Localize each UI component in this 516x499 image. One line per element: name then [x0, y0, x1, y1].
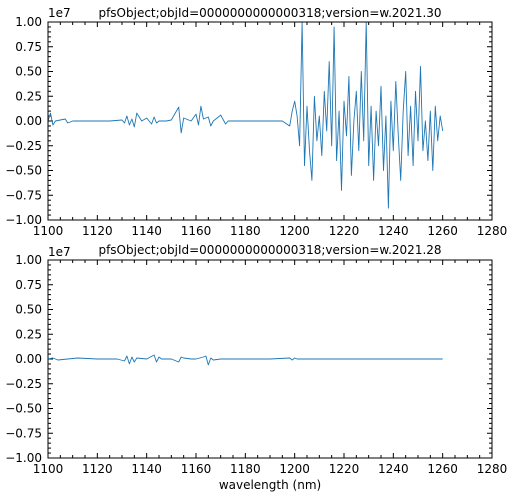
x-tick-label: 1260 — [427, 224, 458, 238]
series-line — [47, 354, 443, 366]
panel-top: pfsObject;objId=0000000000000318;version… — [5, 6, 507, 238]
y-scale-offset: 1e7 — [48, 245, 71, 259]
y-tick-label: 0.50 — [15, 303, 42, 317]
x-tick-label: 1220 — [329, 462, 360, 476]
y-tick-label: −1.00 — [5, 451, 42, 465]
chart-title: pfsObject;objId=0000000000000318;version… — [98, 6, 441, 20]
x-tick-label: 1280 — [477, 462, 508, 476]
y-tick-label: −0.50 — [5, 402, 42, 416]
y-tick-label: 1.00 — [15, 253, 42, 267]
x-tick-label: 1140 — [131, 224, 162, 238]
y-axis-ticks: −1.00 −0.75 −0.50 −0.25 0.00 0.25 0.50 0.75 1.00 — [5, 15, 492, 227]
y-tick-label: −0.25 — [5, 377, 42, 391]
x-tick-label: 1160 — [181, 462, 212, 476]
series-line — [47, 21, 444, 209]
x-tick-label: 1240 — [378, 462, 409, 476]
axes-frame — [47, 259, 493, 459]
y-tick-label: 0.00 — [15, 114, 42, 128]
x-axis-label: wavelength (nm) — [219, 478, 321, 492]
x-tick-label: 1120 — [82, 224, 113, 238]
y-tick-label: 0.50 — [15, 65, 42, 79]
x-tick-label: 1260 — [427, 462, 458, 476]
x-tick-label: 1180 — [230, 462, 261, 476]
x-tick-label: 1160 — [181, 224, 212, 238]
y-tick-label: −0.75 — [5, 188, 42, 202]
x-tick-label: 1200 — [279, 224, 310, 238]
chart-title: pfsObject;objId=0000000000000318;version… — [98, 243, 441, 257]
y-tick-label: −0.50 — [5, 164, 42, 178]
y-tick-label: 0.00 — [15, 352, 42, 366]
y-scale-offset: 1e7 — [48, 6, 71, 20]
axes-frame — [47, 21, 493, 221]
y-tick-label: 0.75 — [15, 278, 42, 292]
x-tick-label: 1220 — [329, 224, 360, 238]
x-tick-label: 1140 — [131, 462, 162, 476]
y-tick-label: −0.25 — [5, 139, 42, 153]
y-tick-label: 0.75 — [15, 40, 42, 54]
x-tick-label: 1180 — [230, 224, 261, 238]
y-tick-label: 0.25 — [15, 327, 42, 341]
x-tick-label: 1200 — [279, 462, 310, 476]
y-tick-label: −0.75 — [5, 426, 42, 440]
y-tick-label: −1.00 — [5, 213, 42, 227]
x-axis-ticks: 1100 1120 1140 1160 1180 1200 1220 1240 1260 1280 — [33, 22, 508, 238]
x-tick-label: 1100 — [33, 224, 64, 238]
y-axis-ticks: −1.00 −0.75 −0.50 −0.25 0.00 0.25 0.50 0.75 1.00 — [5, 253, 492, 465]
x-axis-ticks: 1100 1120 1140 1160 1180 1200 1220 1240 1260 1280 — [33, 260, 508, 476]
x-tick-label: 1100 — [33, 462, 64, 476]
x-tick-label: 1120 — [82, 462, 113, 476]
x-tick-label: 1280 — [477, 224, 508, 238]
panel-bottom: pfsObject;objId=0000000000000318;version… — [5, 243, 507, 492]
y-tick-label: 1.00 — [15, 15, 42, 29]
x-tick-label: 1240 — [378, 224, 409, 238]
y-tick-label: 0.25 — [15, 89, 42, 103]
